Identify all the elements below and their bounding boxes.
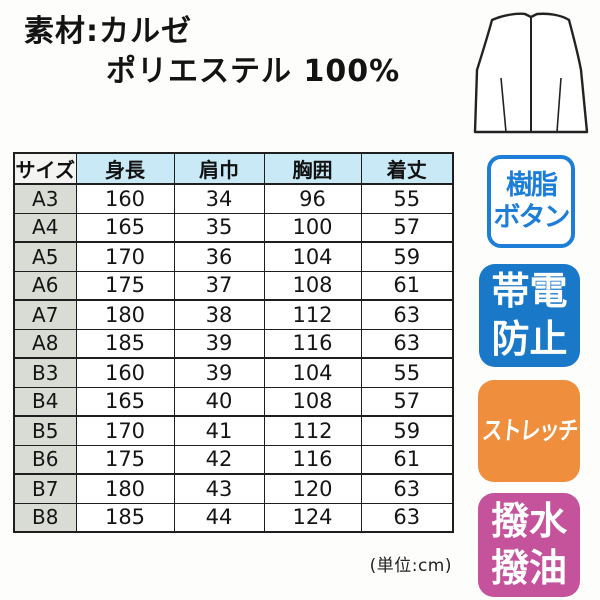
badge-label-line: ストレッチ (480, 416, 578, 446)
value-cell: 34 (173, 183, 265, 214)
value-cell: 38 (173, 299, 265, 330)
value-cell: 108 (263, 270, 362, 301)
value-cell: 180 (75, 299, 175, 330)
size-table-row-A5: A5 170 36 104 59 (13, 241, 454, 272)
value-cell: 175 (75, 444, 175, 475)
value-cell: 41 (173, 415, 265, 446)
unit-note: (単位:cm) (369, 556, 452, 576)
value-cell: 61 (360, 444, 454, 475)
value-cell: 116 (263, 328, 362, 359)
material-line2: ポリエステル 100% (106, 53, 401, 89)
size-table-row-A6: A6 175 37 108 61 (13, 270, 454, 301)
size-cell: A4 (13, 212, 77, 243)
value-cell: 124 (263, 502, 362, 533)
value-cell: 63 (360, 328, 454, 359)
size-cell: B6 (13, 444, 77, 475)
value-cell: 40 (173, 386, 265, 417)
vest-back-illustration (473, 12, 589, 134)
value-cell: 57 (360, 212, 454, 243)
value-cell: 104 (263, 241, 362, 272)
value-cell: 63 (360, 502, 454, 533)
badge-label-line: ボタン (493, 201, 571, 233)
value-cell: 44 (173, 502, 265, 533)
size-cell: A5 (13, 241, 77, 272)
value-cell: 37 (173, 270, 265, 301)
value-cell: 120 (263, 473, 362, 504)
size-table-row-B6: B6 175 42 116 61 (13, 444, 454, 475)
value-cell: 108 (263, 386, 362, 417)
size-table-row-A7: A7 180 38 112 63 (13, 299, 454, 330)
size-cell: B3 (13, 357, 77, 388)
size-table-row-B7: B7 180 43 120 63 (13, 473, 454, 504)
value-cell: 59 (360, 241, 454, 272)
size-table-row-A4: A4 165 35 100 57 (13, 212, 454, 243)
badge-label-line: 撥水 (490, 498, 567, 543)
column-header-1: 身長 (75, 152, 175, 185)
material-info: 素材:カルゼ ポリエステル 100% (24, 12, 400, 91)
badge-label-line: 樹脂 (506, 169, 558, 201)
value-cell: 170 (75, 415, 175, 446)
value-cell: 104 (263, 357, 362, 388)
size-cell: B7 (13, 473, 77, 504)
value-cell: 165 (75, 386, 175, 417)
value-cell: 112 (263, 299, 362, 330)
size-table-row-A8: A8 185 39 116 63 (13, 328, 454, 359)
size-cell: B8 (13, 502, 77, 533)
value-cell: 57 (360, 386, 454, 417)
column-header-3: 胸囲 (263, 152, 362, 185)
material-line1: 素材:カルゼ (24, 14, 192, 49)
value-cell: 160 (75, 183, 175, 214)
value-cell: 43 (173, 473, 265, 504)
size-table-row-B5: B5 170 41 112 59 (13, 415, 454, 446)
feature-badge-anti-static: 帯電 防止 (479, 264, 580, 367)
value-cell: 61 (360, 270, 454, 301)
vest-left-dart (500, 77, 507, 133)
value-cell: 112 (263, 415, 362, 446)
size-cell: A7 (13, 299, 77, 330)
badge-label-line: 撥油 (490, 546, 567, 590)
column-header-0: サイズ (13, 152, 77, 185)
size-table-row-B4: B4 165 40 108 57 (13, 386, 454, 417)
feature-badge-resin-button: 樹脂 ボタン (487, 155, 575, 248)
value-cell: 36 (173, 241, 265, 272)
value-cell: 185 (75, 502, 175, 533)
size-table-header-row: サイズ 身長 肩巾 胸囲 着丈 (13, 152, 454, 185)
value-cell: 180 (75, 473, 175, 504)
value-cell: 96 (263, 183, 362, 214)
size-table-row-A3: A3 160 34 96 55 (13, 183, 454, 214)
value-cell: 160 (75, 357, 175, 388)
size-table-row-B8: B8 185 44 124 63 (13, 502, 454, 533)
value-cell: 42 (173, 444, 265, 475)
value-cell: 55 (360, 357, 454, 388)
size-cell: A6 (13, 270, 77, 301)
size-cell: A8 (13, 328, 77, 359)
size-cell: A3 (13, 183, 77, 214)
value-cell: 116 (263, 444, 362, 475)
feature-badge-water-oil-repellent: 撥水 撥油 (478, 493, 580, 597)
badge-label-line: 帯電 (491, 269, 568, 314)
column-header-4: 着丈 (360, 152, 454, 185)
value-cell: 63 (360, 473, 454, 504)
value-cell: 175 (75, 270, 175, 301)
size-cell: B4 (13, 386, 77, 417)
value-cell: 185 (75, 328, 175, 359)
feature-badge-stretch: ストレッチ (478, 380, 580, 482)
value-cell: 165 (75, 212, 175, 243)
value-cell: 39 (173, 328, 265, 359)
value-cell: 59 (360, 415, 454, 446)
badge-label-line: 防止 (491, 316, 568, 361)
value-cell: 55 (360, 183, 454, 214)
size-cell: B5 (13, 415, 77, 446)
column-header-2: 肩巾 (173, 152, 265, 185)
value-cell: 100 (263, 212, 362, 243)
vest-right-dart (556, 77, 562, 133)
value-cell: 63 (360, 299, 454, 330)
size-table: サイズ 身長 肩巾 胸囲 着丈 A3 160 34 96 55 A4 165 35 100 57 A5 170… (13, 152, 454, 533)
value-cell: 170 (75, 241, 175, 272)
size-table-row-B3: B3 160 39 104 55 (13, 357, 454, 388)
value-cell: 39 (173, 357, 265, 388)
value-cell: 35 (173, 212, 265, 243)
